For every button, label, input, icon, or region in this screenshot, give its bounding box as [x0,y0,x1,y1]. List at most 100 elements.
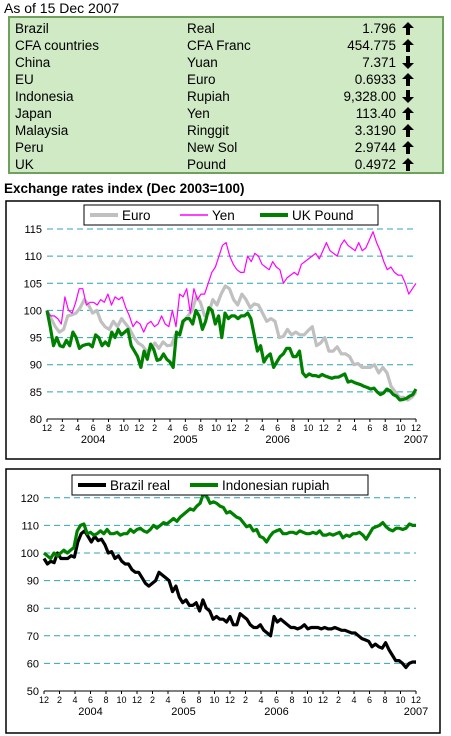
y-tick-label: 110 [24,251,42,263]
y-tick-label: 50 [27,686,39,698]
series-line-euro [45,284,418,402]
up-arrow-icon [402,141,414,154]
x-tick-label: 10 [396,423,406,433]
up-arrow-icon [402,124,414,137]
as-of-date: As of 15 Dec 2007 [4,0,120,16]
y-tick-label: 105 [24,278,42,290]
year-label: 2007 [404,706,428,718]
x-tick-label: 8 [383,423,388,433]
y-tick-label: 100 [24,305,42,317]
country-cell: Peru [15,140,44,155]
x-tick-label: 12 [226,423,236,433]
x-tick-label: 12 [132,695,142,705]
y-tick-label: 120 [21,493,39,505]
y-tick-label: 80 [27,603,39,615]
table-row: CFA countries CFA Franc 454.775 [10,37,442,54]
currency-cell: New Sol [187,140,238,155]
legend-entry: Yen [212,208,235,223]
y-tick-label: 60 [27,658,39,670]
country-cell: China [15,55,51,70]
x-tick-label: 10 [395,695,405,705]
series-line-indonesian-rupiah [42,492,416,561]
chart-frame [5,200,441,460]
x-tick-label: 6 [274,695,279,705]
currency-cell: Yuan [187,55,218,70]
x-tick-label: 10 [119,423,129,433]
x-tick-label: 12 [411,695,421,705]
y-tick-label: 95 [30,333,42,345]
x-tick-label: 8 [382,695,387,705]
up-arrow-icon [402,22,414,35]
y-tick-label: 70 [27,631,39,643]
x-tick-label: 12 [42,423,52,433]
country-cell: UK [15,157,34,172]
rate-cell: 2.9744 [354,140,396,155]
table-row: Brazil Real 1.796 [10,20,442,37]
x-tick-label: 4 [75,423,80,433]
x-tick-label: 2 [337,423,342,433]
rate-cell: 9,328.00 [343,89,396,104]
rate-cell: 3.3190 [354,123,396,138]
x-tick-label: 12 [411,423,421,433]
x-tick-label: 8 [290,423,295,433]
x-tick-label: 12 [134,423,144,433]
x-tick-label: 2 [60,423,65,433]
country-cell: Malaysia [15,123,69,138]
year-label: 2005 [173,434,197,446]
x-tick-label: 4 [352,423,357,433]
x-tick-label: 4 [260,423,265,433]
currency-cell: CFA Franc [187,38,251,53]
year-label: 2005 [171,706,195,718]
rate-cell: 113.40 [355,106,396,121]
year-label: 2006 [264,706,288,718]
currency-cell: Pound [187,157,227,172]
up-arrow-icon [402,158,414,171]
x-tick-label: 12 [319,423,329,433]
y-tick-label: 90 [27,576,39,588]
legend [71,474,369,496]
x-tick-label: 10 [211,423,221,433]
y-tick-label: 110 [21,520,39,532]
country-cell: Indonesia [15,89,74,104]
x-tick-label: 10 [302,695,312,705]
currency-cell: Ringgit [187,123,230,138]
x-tick-label: 8 [106,423,111,433]
x-tick-label: 8 [198,423,203,433]
series-line-yen [46,231,417,333]
y-tick-label: 85 [30,387,42,399]
rate-cell: 7.371 [362,55,396,70]
x-tick-label: 12 [318,695,328,705]
up-arrow-icon [402,39,414,52]
rate-cell: 454.775 [347,38,396,53]
x-tick-label: 6 [367,695,372,705]
year-label: 2006 [265,434,289,446]
x-tick-label: 4 [72,695,77,705]
x-tick-label: 2 [57,695,62,705]
x-tick-label: 6 [88,695,93,705]
x-tick-label: 8 [196,695,201,705]
table-row: Peru New Sol 2.9744 [10,139,442,156]
currency-cell: Real [187,21,215,36]
x-tick-label: 4 [258,695,263,705]
table-row: Malaysia Ringgit 3.3190 [10,122,442,139]
down-arrow-icon [402,90,414,103]
rate-cell: 0.4972 [354,157,396,172]
currency-cell: Rupiah [187,89,230,104]
up-arrow-icon [402,107,414,120]
x-tick-label: 10 [116,695,126,705]
x-tick-label: 2 [243,695,248,705]
country-cell: EU [15,72,34,87]
x-tick-label: 6 [367,423,372,433]
x-tick-label: 12 [225,695,235,705]
year-label: 2004 [78,706,102,718]
x-tick-label: 6 [181,695,186,705]
legend-entry: UK Pound [292,208,354,223]
x-tick-label: 8 [289,695,294,705]
table-row: EU Euro 0.6933 [10,71,442,88]
x-tick-label: 2 [150,695,155,705]
x-tick-label: 8 [103,695,108,705]
y-tick-label: 90 [30,360,42,372]
series-line-brazil-real [42,529,416,670]
